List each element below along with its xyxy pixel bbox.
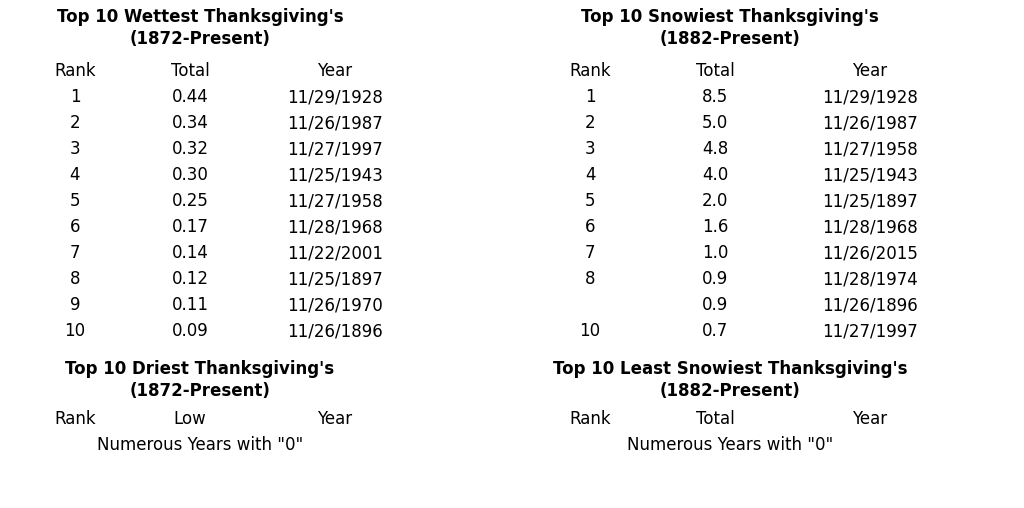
Text: 11/28/1968: 11/28/1968 <box>287 218 383 236</box>
Text: Numerous Years with "0": Numerous Years with "0" <box>627 436 834 454</box>
Text: 11/26/1987: 11/26/1987 <box>287 114 383 132</box>
Text: 11/22/2001: 11/22/2001 <box>287 244 383 262</box>
Text: 0.14: 0.14 <box>172 244 209 262</box>
Text: 11/26/2015: 11/26/2015 <box>822 244 918 262</box>
Text: 11/26/1987: 11/26/1987 <box>822 114 918 132</box>
Text: 11/25/1943: 11/25/1943 <box>287 166 383 184</box>
Text: 0.44: 0.44 <box>172 88 208 106</box>
Text: 1.0: 1.0 <box>701 244 728 262</box>
Text: 11/27/1958: 11/27/1958 <box>287 192 383 210</box>
Text: 0.9: 0.9 <box>701 270 728 288</box>
Text: Total: Total <box>695 62 734 80</box>
Text: Year: Year <box>317 62 352 80</box>
Text: Rank: Rank <box>54 62 96 80</box>
Text: 8: 8 <box>70 270 80 288</box>
Text: 11/26/1970: 11/26/1970 <box>287 296 383 314</box>
Text: Rank: Rank <box>54 410 96 428</box>
Text: 0.09: 0.09 <box>172 322 208 340</box>
Text: 0.32: 0.32 <box>171 140 209 158</box>
Text: 0.7: 0.7 <box>701 322 728 340</box>
Text: Total: Total <box>695 410 734 428</box>
Text: 1: 1 <box>70 88 80 106</box>
Text: 10: 10 <box>580 322 600 340</box>
Text: 0.17: 0.17 <box>172 218 209 236</box>
Text: 11/29/1928: 11/29/1928 <box>822 88 918 106</box>
Text: 5: 5 <box>585 192 595 210</box>
Text: Top 10 Snowiest Thanksgiving's
(1882-Present): Top 10 Snowiest Thanksgiving's (1882-Pre… <box>582 8 879 48</box>
Text: Top 10 Driest Thanksgiving's
(1872-Present): Top 10 Driest Thanksgiving's (1872-Prese… <box>66 360 335 400</box>
Text: 7: 7 <box>70 244 80 262</box>
Text: 11/25/1897: 11/25/1897 <box>822 192 918 210</box>
Text: Top 10 Least Snowiest Thanksgiving's
(1882-Present): Top 10 Least Snowiest Thanksgiving's (18… <box>553 360 907 400</box>
Text: 0.11: 0.11 <box>171 296 209 314</box>
Text: 4.0: 4.0 <box>701 166 728 184</box>
Text: 9: 9 <box>70 296 80 314</box>
Text: 4: 4 <box>585 166 595 184</box>
Text: 1.6: 1.6 <box>701 218 728 236</box>
Text: 11/28/1974: 11/28/1974 <box>822 270 918 288</box>
Text: 5.0: 5.0 <box>701 114 728 132</box>
Text: 3: 3 <box>70 140 80 158</box>
Text: 2: 2 <box>585 114 595 132</box>
Text: 11/27/1997: 11/27/1997 <box>822 322 918 340</box>
Text: 6: 6 <box>70 218 80 236</box>
Text: 11/26/1896: 11/26/1896 <box>287 322 383 340</box>
Text: Numerous Years with "0": Numerous Years with "0" <box>97 436 303 454</box>
Text: Year: Year <box>317 410 352 428</box>
Text: 0.34: 0.34 <box>172 114 209 132</box>
Text: Rank: Rank <box>569 62 610 80</box>
Text: 11/29/1928: 11/29/1928 <box>287 88 383 106</box>
Text: 11/27/1958: 11/27/1958 <box>822 140 918 158</box>
Text: Low: Low <box>174 410 207 428</box>
Text: 11/25/1943: 11/25/1943 <box>822 166 918 184</box>
Text: Total: Total <box>171 62 209 80</box>
Text: 8: 8 <box>585 270 595 288</box>
Text: Year: Year <box>852 62 888 80</box>
Text: Top 10 Wettest Thanksgiving's
(1872-Present): Top 10 Wettest Thanksgiving's (1872-Pres… <box>56 8 343 48</box>
Text: 2.0: 2.0 <box>701 192 728 210</box>
Text: Rank: Rank <box>569 410 610 428</box>
Text: 5: 5 <box>70 192 80 210</box>
Text: 7: 7 <box>585 244 595 262</box>
Text: 8.5: 8.5 <box>701 88 728 106</box>
Text: 6: 6 <box>585 218 595 236</box>
Text: 1: 1 <box>585 88 595 106</box>
Text: 11/25/1897: 11/25/1897 <box>287 270 383 288</box>
Text: 11/26/1896: 11/26/1896 <box>822 296 918 314</box>
Text: 0.30: 0.30 <box>172 166 209 184</box>
Text: 4: 4 <box>70 166 80 184</box>
Text: 0.12: 0.12 <box>171 270 209 288</box>
Text: 0.25: 0.25 <box>172 192 209 210</box>
Text: 3: 3 <box>585 140 595 158</box>
Text: 4.8: 4.8 <box>701 140 728 158</box>
Text: Year: Year <box>852 410 888 428</box>
Text: 2: 2 <box>70 114 80 132</box>
Text: 11/27/1997: 11/27/1997 <box>287 140 383 158</box>
Text: 10: 10 <box>65 322 86 340</box>
Text: 11/28/1968: 11/28/1968 <box>822 218 918 236</box>
Text: 0.9: 0.9 <box>701 296 728 314</box>
